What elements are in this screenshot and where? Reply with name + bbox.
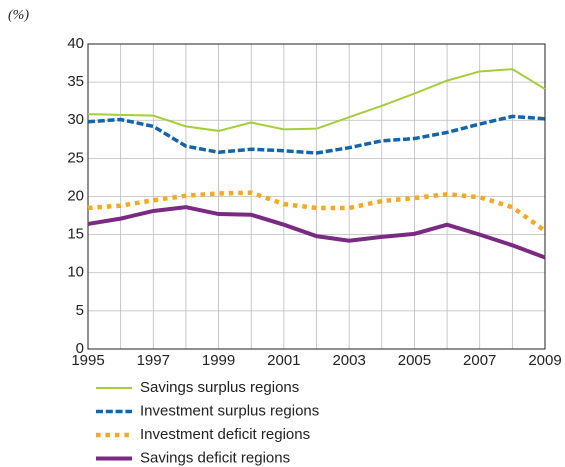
y-tick-label: 40 <box>67 35 84 52</box>
y-axis-label: (%) <box>8 8 29 23</box>
x-tick-label: 1997 <box>137 352 170 369</box>
y-tick-label: 20 <box>67 187 84 204</box>
x-tick-label: 2009 <box>528 352 561 369</box>
legend-label: Savings surplus regions <box>140 379 299 396</box>
y-tick-label: 0 <box>76 340 84 357</box>
legend-label: Savings deficit regions <box>140 449 290 466</box>
y-tick-label: 30 <box>67 111 84 128</box>
series-line <box>87 190 547 233</box>
series-line <box>87 68 546 132</box>
series-line <box>87 205 546 260</box>
x-tick-label: 2003 <box>332 352 365 369</box>
y-tick-label: 15 <box>67 226 84 243</box>
y-tick-label: 35 <box>67 73 84 90</box>
x-tick-label: 2005 <box>398 352 431 369</box>
y-tick-label: 5 <box>76 302 84 319</box>
x-tick-label: 2007 <box>463 352 496 369</box>
series-line <box>87 114 546 155</box>
y-tick-label: 10 <box>67 264 84 281</box>
legend-label: Investment surplus regions <box>140 402 319 419</box>
y-tick-label: 25 <box>67 149 84 166</box>
x-tick-label: 2001 <box>267 352 300 369</box>
legend-label: Investment deficit regions <box>140 426 310 443</box>
x-tick-label: 1999 <box>202 352 235 369</box>
plot-frame <box>87 43 546 350</box>
x-tick-label: 1995 <box>71 352 104 369</box>
